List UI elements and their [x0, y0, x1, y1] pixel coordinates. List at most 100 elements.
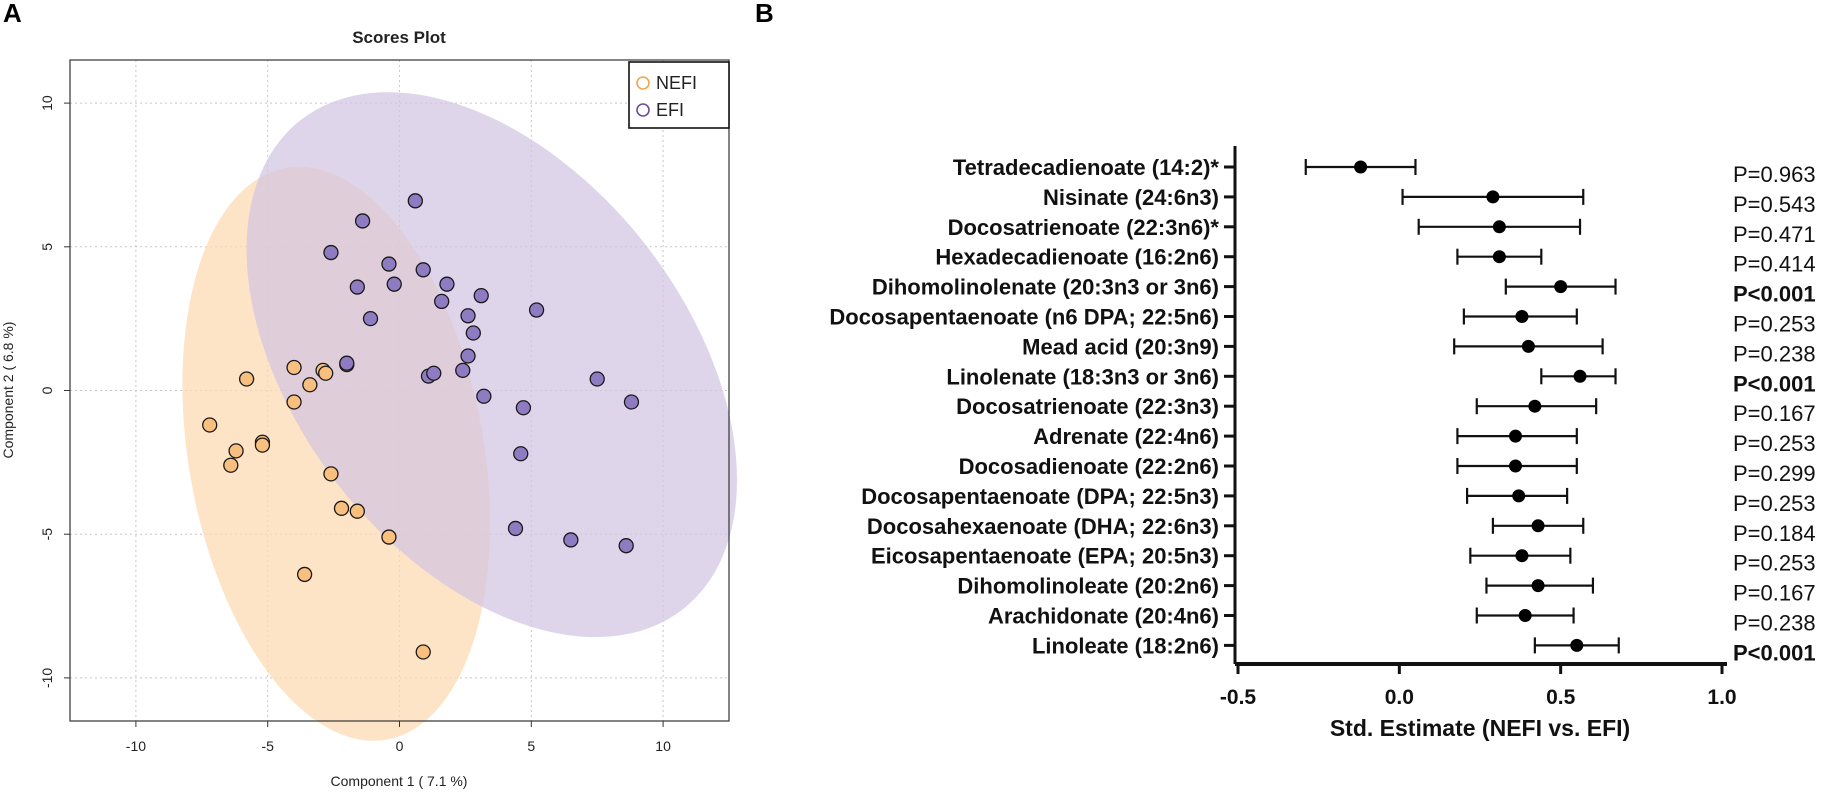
p-value: P=0.543	[1733, 192, 1816, 217]
panel-a-letter: A	[3, 0, 22, 28]
point-efi	[460, 308, 476, 324]
point-nefi	[349, 503, 365, 519]
forest-row: Docosahexaenoate (DHA; 22:6n3) P=0.184	[867, 514, 1816, 546]
estimate-point	[1354, 160, 1368, 174]
forest-row: Docosapentaenoate (n6 DPA; 22:5n6) P=0.25…	[829, 305, 1815, 337]
point-efi	[339, 355, 355, 371]
panel-a-scores-plot: A Scores Plot -10 -5 0 5 10 -10 -5 0 5 10 Compon…	[0, 0, 738, 789]
forest-row: Docosatrienoate (22:3n6)* P=0.471	[948, 215, 1816, 247]
legend-nefi-label: NEFI	[656, 73, 697, 93]
estimate-point	[1531, 579, 1545, 593]
y-axis-ticks: -10 -5 0 5 10	[39, 95, 70, 688]
y-axis-label: Component 2 ( 6.8 %)	[0, 322, 16, 459]
estimate-point	[1492, 220, 1506, 234]
y-tick-label: 5	[39, 243, 55, 251]
point-nefi	[223, 457, 239, 473]
y-tick-label: 0	[39, 386, 55, 394]
forest-row: Dihomolinolenate (20:3n3 or 3n6) P<0.001	[872, 275, 1816, 307]
point-nefi	[323, 466, 339, 482]
estimate-point	[1515, 310, 1529, 323]
point-efi	[618, 538, 634, 554]
point-efi	[589, 371, 605, 387]
ellipse-efi	[246, 92, 738, 638]
y-tick-label: -5	[39, 528, 55, 541]
forest-row: Arachidonate (20:4n6) P=0.238	[988, 604, 1816, 636]
estimate-point	[1518, 609, 1532, 622]
y-tick-label: -10	[39, 668, 55, 688]
forest-row: Tetradecadienoate (14:2)* P=0.963	[953, 155, 1816, 187]
p-value: P=0.253	[1733, 431, 1816, 456]
p-value: P=0.471	[1733, 222, 1816, 247]
forest-row: Dihomolinoleate (20:2n6) P=0.167	[957, 574, 1815, 606]
row-label: Adrenate (22:4n6)	[1033, 424, 1219, 449]
point-efi	[434, 293, 450, 310]
point-nefi	[286, 394, 302, 410]
point-efi	[528, 302, 545, 318]
point-nefi	[302, 377, 318, 393]
p-value: P=0.238	[1733, 341, 1816, 366]
row-label: Nisinate (24:6n3)	[1043, 185, 1219, 210]
forest-row: Mead acid (20:3n9) P=0.238	[1022, 334, 1815, 366]
row-label: Docosahexaenoate (DHA; 22:6n3)	[867, 514, 1219, 539]
point-efi	[407, 193, 423, 209]
p-value: P<0.001	[1733, 640, 1816, 665]
legend-box	[628, 61, 730, 129]
x-tick-label: -10	[126, 738, 146, 754]
forest-row: Docosapentaenoate (DPA; 22:5n3) P=0.253	[861, 484, 1815, 516]
estimate-point	[1528, 399, 1542, 413]
p-value: P=0.963	[1733, 162, 1816, 187]
x-tick-label: -5	[261, 738, 274, 754]
forest-row: Linoleate (18:2n6) P<0.001	[1032, 633, 1816, 665]
x-tick-label: -0.5	[1220, 686, 1257, 709]
point-nefi	[333, 500, 350, 516]
forest-row: Hexadecadienoate (16:2n6) P=0.414	[935, 245, 1815, 277]
row-label: Dihomolinolenate (20:3n3 or 3n6)	[872, 275, 1219, 300]
estimate-point	[1508, 459, 1522, 473]
forest-row: Linolenate (18:3n3 or 3n6) P<0.001	[946, 364, 1815, 396]
x-tick-label: 0	[396, 738, 404, 754]
x-tick-label: 0.5	[1546, 686, 1576, 709]
p-value: P=0.167	[1733, 401, 1816, 426]
estimate-point	[1515, 549, 1529, 563]
estimate-point	[1521, 339, 1535, 353]
forest-row: Docosadienoate (22:2n6) P=0.299	[959, 454, 1816, 486]
estimate-point	[1486, 190, 1500, 204]
confidence-ellipses	[182, 92, 738, 741]
point-efi	[323, 244, 339, 261]
point-efi	[426, 365, 442, 381]
point-efi	[563, 532, 579, 548]
point-efi	[349, 279, 365, 295]
point-efi	[386, 276, 402, 292]
row-label: Eicosapentaenoate (EPA; 20:5n3)	[871, 544, 1219, 569]
p-value: P=0.184	[1733, 521, 1816, 546]
legend-efi-label: EFI	[656, 100, 684, 120]
x-axis-label: Component 1 ( 7.1 %)	[331, 773, 468, 789]
row-label: Arachidonate (20:4n6)	[988, 604, 1219, 629]
estimate-point	[1554, 280, 1568, 294]
point-nefi	[381, 529, 397, 545]
forest-row: Adrenate (22:4n6) P=0.253	[1033, 424, 1815, 456]
row-label: Dihomolinoleate (20:2n6)	[957, 574, 1219, 599]
estimate-point	[1508, 429, 1522, 443]
p-value: P=0.299	[1733, 461, 1816, 486]
estimate-point	[1531, 519, 1545, 533]
p-value: P=0.253	[1733, 491, 1816, 516]
point-efi	[513, 446, 529, 462]
legend: NEFI EFI	[628, 61, 730, 129]
point-efi	[507, 520, 524, 537]
p-value: P=0.253	[1733, 312, 1816, 337]
estimate-point	[1512, 489, 1526, 503]
p-value: P=0.238	[1733, 611, 1816, 636]
p-value: P=0.414	[1733, 252, 1816, 277]
row-label: Linoleate (18:2n6)	[1032, 633, 1219, 658]
x-tick-label: 1.0	[1707, 686, 1736, 709]
point-nefi	[254, 437, 271, 453]
point-nefi	[286, 359, 302, 376]
point-efi	[439, 276, 455, 292]
forest-row: Eicosapentaenoate (EPA; 20:5n3) P=0.253	[871, 544, 1816, 576]
estimate-point	[1573, 369, 1587, 383]
row-label: Docosadienoate (22:2n6)	[959, 454, 1219, 479]
row-label: Mead acid (20:3n9)	[1022, 334, 1219, 359]
row-label: Docosatrienoate (22:3n3)	[956, 394, 1219, 419]
